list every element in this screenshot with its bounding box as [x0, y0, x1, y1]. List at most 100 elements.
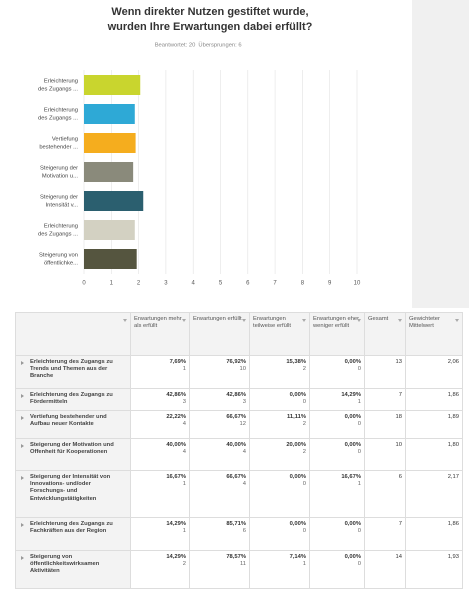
count: 6 — [242, 528, 246, 535]
y-tick-label: Steigerung der — [40, 166, 78, 172]
cell: 14,29% 1 — [309, 388, 365, 411]
header-cell: Erwartungen teilweise erfüllt — [249, 312, 310, 356]
x-tick-label: 3 — [164, 281, 168, 287]
percent: 0,00% — [344, 414, 361, 420]
percent: 0,00% — [344, 554, 361, 560]
percent: 22,22% — [166, 414, 186, 420]
cell: 14,29% 2 — [130, 550, 190, 589]
count: 1 — [302, 561, 306, 568]
count: 1 — [182, 528, 186, 535]
cell: 0,00% 0 — [309, 550, 365, 589]
count: 1 — [182, 481, 186, 488]
mean: 1,93 — [405, 550, 463, 589]
cell: 0,00% 0 — [309, 355, 365, 389]
header-cell: Gewichteter Mittelwert — [405, 312, 463, 356]
count: 0 — [302, 481, 306, 488]
count: 2 — [302, 449, 306, 456]
percent: 16,67% — [166, 474, 186, 480]
mean: 1,80 — [405, 438, 463, 471]
cell: 76,92% 10 — [189, 355, 250, 389]
row-label: Erleichterung des Zugangs zu Fördermitte… — [15, 388, 131, 411]
percent: 40,00% — [226, 442, 246, 448]
total: 18 — [364, 410, 406, 439]
percent: 14,29% — [166, 521, 186, 527]
percent: 76,92% — [226, 359, 246, 365]
percent: 15,38% — [286, 359, 306, 365]
y-tick-label: Intensität v... — [46, 203, 79, 209]
count: 0 — [357, 528, 361, 535]
percent: 42,86% — [226, 392, 246, 398]
cell: 22,22% 4 — [130, 410, 190, 439]
y-tick-label: Steigerung von — [39, 253, 78, 259]
cell: 0,00% 0 — [309, 410, 365, 439]
bar — [84, 75, 141, 95]
skipped: Übersprungen: 6 — [198, 42, 241, 49]
count: 1 — [357, 481, 361, 488]
count: 2 — [182, 561, 186, 568]
cell: 78,57% 11 — [189, 550, 250, 589]
bar — [84, 104, 135, 124]
y-tick-label: Erleichterung — [44, 224, 78, 230]
table-row: Erleichterung des Zugangs zu Fördermitte… — [15, 388, 463, 411]
cell: 66,67% 12 — [189, 410, 250, 439]
percent: 11,11% — [286, 414, 306, 420]
count: 1 — [357, 399, 361, 406]
cell: 0,00% 0 — [249, 470, 310, 518]
count: 4 — [182, 421, 186, 428]
count: 0 — [357, 561, 361, 568]
cell: 16,67% 1 — [309, 470, 365, 518]
x-tick-label: 9 — [328, 281, 332, 287]
y-tick-label: des Zugangs ... — [38, 232, 78, 238]
cell: 40,00% 4 — [189, 438, 250, 471]
y-tick-label: des Zugangs ... — [38, 87, 78, 93]
total: 10 — [364, 438, 406, 471]
x-tick-label: 1 — [110, 281, 114, 287]
y-tick-label: Erleichterung — [44, 79, 78, 85]
percent: 0,00% — [289, 521, 306, 527]
cell: 16,67% 1 — [130, 470, 190, 518]
header-cell: Erwartungen mehr als erfüllt — [130, 312, 190, 356]
table-row: Steigerung von öffentlichkeitswirksamen … — [15, 550, 463, 589]
percent: 0,00% — [344, 442, 361, 448]
percent: 7,14% — [289, 554, 306, 560]
percent: 20,00% — [286, 442, 306, 448]
cell: 42,86% 3 — [130, 388, 190, 411]
percent: 14,29% — [166, 554, 186, 560]
answered: Beantwortet: 20 — [155, 43, 196, 49]
cell: 0,00% 0 — [249, 388, 310, 411]
y-tick-label: Steigerung der — [40, 195, 78, 201]
row-label: Steigerung der Intensität von Innovation… — [15, 470, 131, 518]
count: 10 — [239, 366, 246, 373]
count: 1 — [182, 366, 186, 373]
chart: Wenn direkter Nutzen gestiftet wurde, wu… — [38, 6, 361, 287]
cell: 40,00% 4 — [130, 438, 190, 471]
x-tick-label: 5 — [219, 281, 223, 287]
cell: 7,69% 1 — [130, 355, 190, 389]
x-tick-label: 10 — [354, 281, 361, 287]
cell: 11,11% 2 — [249, 410, 310, 439]
count: 0 — [357, 366, 361, 373]
row-label: Erleichterung des Zugangs zu Trends und … — [15, 355, 131, 389]
count: 0 — [357, 421, 361, 428]
header-cell: Gesamt — [364, 312, 406, 356]
count: 2 — [302, 366, 306, 373]
y-tick-label: Motivation u... — [42, 174, 78, 180]
percent: 42,86% — [166, 392, 186, 398]
percent: 78,57% — [226, 554, 246, 560]
x-tick-label: 4 — [192, 281, 196, 287]
total: 14 — [364, 550, 406, 589]
cell: 0,00% 0 — [309, 517, 365, 551]
bar — [84, 220, 135, 240]
cell: 85,71% 6 — [189, 517, 250, 551]
count: 12 — [239, 421, 246, 428]
row-label: Steigerung der Motivation und Offenheit … — [15, 438, 131, 471]
count: 3 — [242, 399, 246, 406]
table-row: Erleichterung des Zugangs zu Fachkräften… — [15, 517, 463, 551]
y-tick-label: bestehender ... — [39, 145, 78, 151]
count: 0 — [302, 528, 306, 535]
percent: 66,67% — [226, 414, 246, 420]
y-tick-label: Erleichterung — [44, 108, 78, 114]
header-cell: Erwartungen erfüllt — [189, 312, 250, 356]
header-cell — [15, 312, 131, 356]
